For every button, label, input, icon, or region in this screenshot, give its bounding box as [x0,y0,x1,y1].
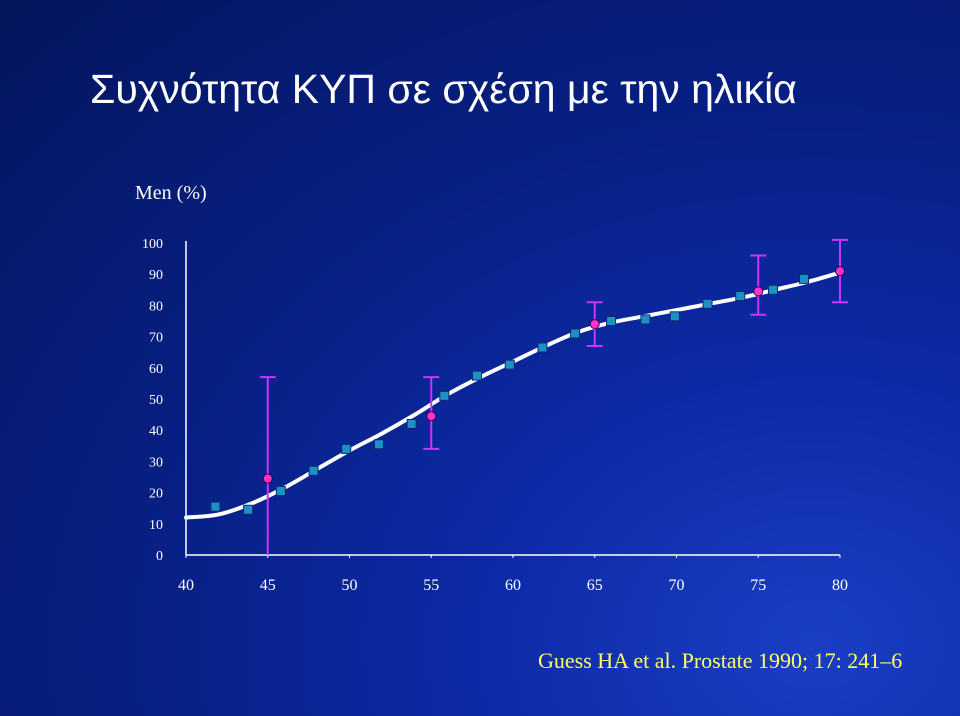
data-point-square [702,298,713,309]
square-markers [210,273,810,515]
data-point-square [243,504,254,515]
data-point-circle [426,411,437,422]
citation: Guess HA et al. Prostate 1990; 17: 241–6 [538,648,903,673]
y-tick-label: 60 [149,362,163,377]
data-point-square [275,486,286,497]
data-point-square [406,418,417,429]
y-tick-label: 70 [149,331,163,346]
data-point-square [210,501,221,512]
data-point-square [669,311,680,322]
data-point-square [606,316,617,326]
y-tick-label: 10 [149,518,163,533]
data-point-square [570,328,581,339]
data-point-square [341,443,352,454]
data-point-circle [589,319,600,330]
x-tick-label: 60 [505,577,521,594]
x-tick-label: 40 [178,577,194,594]
data-point-circle [753,286,764,297]
x-tick-label: 80 [832,577,848,594]
y-axis-label: Men (%) [135,182,207,204]
y-tick-label: 50 [149,393,163,408]
x-tick-labels: 40 45 50 55 60 65 70 75 80 [178,555,848,594]
y-tick-label: 20 [149,487,163,502]
data-point-square [767,284,778,295]
x-tick-label: 55 [423,577,439,594]
slide-title: Συχνότητα ΚΥΠ σε σχέση με την ηλικία [90,66,797,112]
circle-markers [262,266,845,484]
x-tick-label: 75 [750,577,766,594]
data-point-square [537,342,548,353]
data-point-square [735,291,746,302]
y-tick-label: 100 [142,237,163,252]
y-tick-label: 90 [149,268,163,283]
chart-axes [185,241,840,556]
y-tick-label: 0 [156,549,163,564]
data-point-circle [262,473,273,484]
y-tick-labels: 0 10 20 30 40 50 60 70 80 90 100 [142,237,163,564]
data-point-circle [835,266,845,277]
data-point-square [439,390,450,401]
x-tick-label: 45 [260,577,276,594]
data-point-square [799,273,810,284]
data-point-square [472,370,483,381]
x-tick-label: 65 [587,577,603,594]
data-point-square [504,359,515,370]
x-tick-label: 70 [669,577,685,594]
data-point-square [308,465,319,476]
y-tick-label: 80 [149,299,163,314]
trend-curve [184,270,842,520]
data-point-square [373,439,384,450]
x-tick-label: 50 [342,577,358,594]
y-tick-label: 30 [149,455,163,470]
data-point-square [640,314,651,325]
y-tick-label: 40 [149,424,163,439]
